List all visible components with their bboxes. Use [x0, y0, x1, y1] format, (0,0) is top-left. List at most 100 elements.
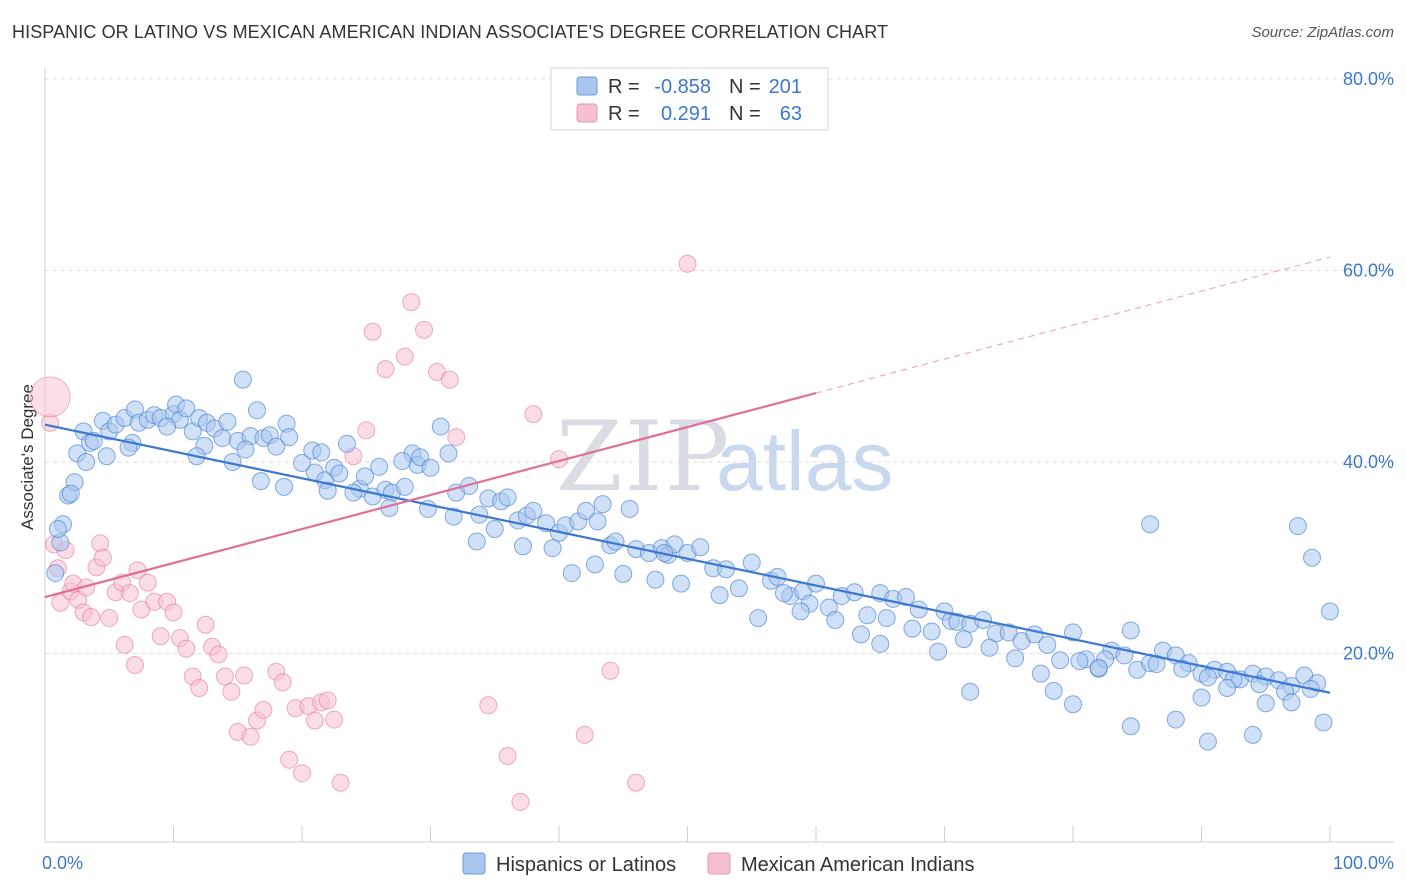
hispanics-or-latinos-point: [251, 472, 270, 491]
hispanics-or-latinos-point: [1064, 623, 1082, 642]
mexican-american-indians-point: [93, 548, 112, 567]
hispanics-or-latinos-point: [485, 520, 504, 539]
mexican-american-indians-point: [363, 322, 382, 341]
hispanics-or-latinos-point: [330, 464, 349, 483]
watermark-atlas: atlas: [716, 414, 893, 508]
hispanics-or-latinos-point: [585, 555, 604, 574]
hispanics-or-latinos-point: [593, 495, 612, 514]
mexican-american-indians-point: [235, 666, 254, 685]
hispanics-or-latinos-point: [1173, 659, 1192, 678]
legend-n-label-2: N =: [729, 103, 761, 125]
hispanics-or-latinos-point: [498, 488, 517, 507]
mexican-american-indians-point: [254, 700, 273, 719]
mexican-american-indians-point: [241, 727, 260, 746]
mexican-american-indians-point: [678, 254, 697, 273]
hispanics-or-latinos-point: [293, 453, 311, 472]
mexican-american-indians-point: [524, 405, 543, 424]
mexican-american-indians-point: [177, 639, 196, 658]
watermark-zip: ZIP: [556, 401, 731, 513]
hispanics-or-latinos-point: [46, 564, 65, 583]
hispanics-or-latinos-point: [524, 501, 543, 520]
hispanics-or-latinos-point: [431, 417, 450, 436]
x-tick-label-right: 100.0%: [1333, 853, 1394, 873]
hispanics-or-latinos-point: [1198, 668, 1217, 687]
mexican-american-indians-point: [415, 320, 434, 339]
hispanics-or-latinos-point: [929, 642, 948, 661]
series-legend-swatch-pink: [707, 852, 731, 875]
hispanics-or-latinos-point: [588, 512, 607, 531]
y-axis-label: Associate's Degree: [18, 384, 37, 530]
hispanics-or-latinos-point: [903, 619, 922, 638]
mexican-american-indians-point: [120, 584, 139, 603]
mexican-american-indians-point: [209, 645, 228, 664]
mexican-american-indians-point: [196, 615, 215, 634]
mexican-american-indians-point: [164, 603, 183, 622]
trend-lines: [44, 256, 1331, 694]
hispanics-or-latinos-point: [1288, 517, 1307, 536]
hispanics-or-latinos-point: [1303, 548, 1322, 567]
hispanics-or-latinos-point: [337, 434, 356, 453]
mexican-american-indians-point: [125, 655, 144, 674]
hispanics-or-latinos-point: [742, 553, 761, 572]
mexican-american-indians-trend-extension: [815, 256, 1331, 394]
hispanics-or-latinos-point: [393, 452, 412, 471]
hispanics-or-latinos-point: [614, 565, 633, 584]
hispanics-or-latinos-point: [1243, 725, 1262, 744]
hispanics-or-latinos-point: [467, 532, 486, 551]
mexican-american-indians-point: [318, 691, 337, 710]
hispanics-or-latinos-point: [961, 682, 980, 701]
y-tick-labels: 80.0% 60.0% 40.0% 20.0%: [1343, 69, 1394, 664]
hispanics-or-latinos-point: [1192, 688, 1211, 707]
mexican-american-indians-point: [100, 609, 119, 628]
hispanics-or-latinos-point: [576, 501, 595, 520]
hispanics-or-latinos-point: [1282, 693, 1301, 712]
hispanics-or-latinos-point: [233, 370, 252, 389]
hispanics-or-latinos-point: [562, 564, 581, 583]
hispanics-or-latinos-point: [1218, 678, 1237, 697]
hispanics-or-latinos-point: [248, 401, 267, 420]
mexican-american-indians-point: [215, 667, 234, 686]
mexican-american-indians-point: [325, 710, 344, 729]
hispanics-or-latinos-point: [421, 458, 440, 477]
series-hispanics-or-latinos: [46, 370, 1339, 751]
mexican-american-indians-point: [511, 792, 530, 811]
watermark: ZIP atlas: [556, 401, 893, 513]
chart-source: Source: ZipAtlas.com: [1251, 24, 1394, 41]
hispanics-or-latinos-point: [980, 638, 999, 657]
hispanics-or-latinos-point: [355, 467, 374, 486]
hispanics-or-latinos-point: [646, 570, 665, 589]
hispanics-or-latinos-point: [791, 602, 810, 621]
hispanics-or-latinos-point: [97, 447, 116, 466]
hispanics-or-latinos-point: [177, 399, 196, 418]
series-legend-label-hispanics: Hispanics or Latinos: [496, 854, 676, 876]
mexican-american-indians-point: [151, 627, 170, 646]
legend-n-value-2: 63: [780, 103, 802, 125]
series-legend-swatch-blue: [462, 852, 486, 875]
hispanics-or-latinos-point: [236, 440, 255, 459]
x-axis-ticks: [44, 826, 1331, 842]
y-tick-label-60: 60.0%: [1343, 261, 1394, 281]
series-legend-label-mexican-american-indians: Mexican American Indians: [741, 854, 974, 876]
hispanics-or-latinos-point: [1166, 710, 1185, 729]
hispanics-or-latinos-point: [1198, 732, 1217, 751]
hispanics-or-latinos-point: [213, 429, 232, 448]
hispanics-or-latinos-point: [922, 622, 941, 641]
mexican-american-indians-point: [293, 764, 311, 783]
hispanics-or-latinos-point: [280, 428, 299, 447]
series-mexican-american-indians: [29, 254, 697, 811]
hispanics-or-latinos-point: [954, 630, 973, 649]
mexican-american-indians-point: [305, 711, 324, 730]
mexican-american-indians-point: [82, 608, 101, 627]
mexican-american-indians-point: [479, 696, 498, 715]
mexican-american-indians-point-large: [29, 376, 71, 418]
hispanics-or-latinos-point: [1006, 649, 1025, 668]
mexican-american-indians-point: [376, 360, 395, 379]
hispanics-or-latinos-point: [1044, 681, 1063, 700]
mexican-american-indians-point: [575, 725, 594, 744]
mexican-american-indians-point: [138, 573, 157, 592]
mexican-american-indians-point: [51, 593, 70, 612]
hispanics-or-latinos-point: [858, 606, 877, 625]
hispanics-or-latinos-point: [48, 520, 67, 539]
legend-r-label-1: R =: [608, 76, 640, 98]
